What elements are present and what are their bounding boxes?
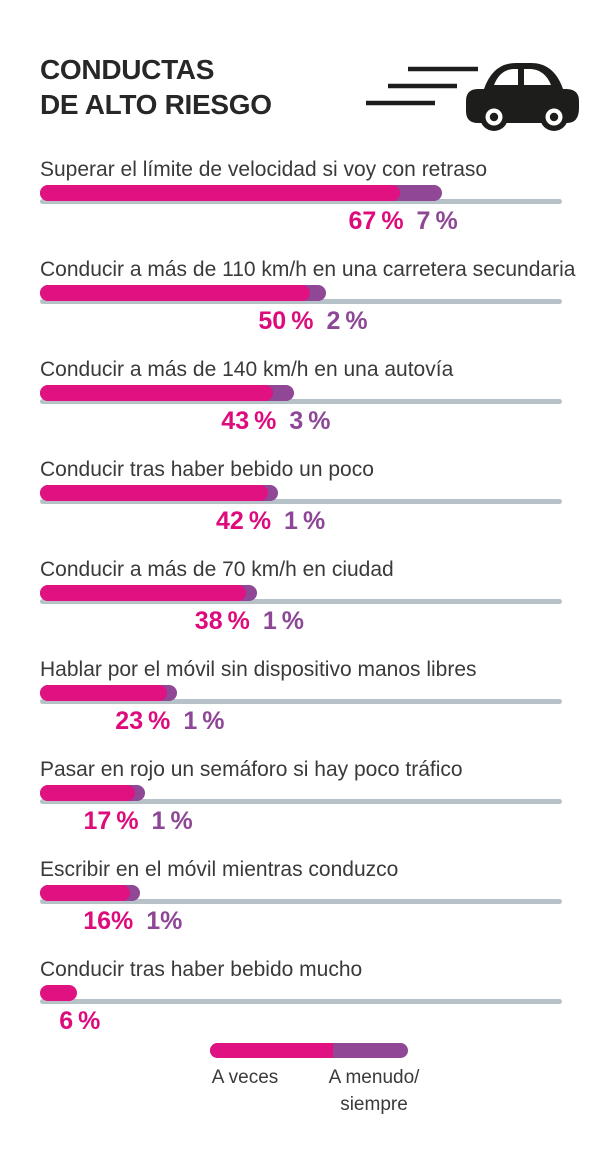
behavior-row: Conducir tras haber bebido mucho 6 % — [40, 955, 600, 1055]
pct-often: 2 % — [326, 307, 368, 335]
pct-often: 1 % — [262, 607, 304, 635]
legend-bar — [210, 1043, 408, 1058]
pct-often: 1 % — [183, 707, 225, 735]
value-labels: 23 % 1 % — [115, 707, 224, 735]
value-labels: 17 % 1 % — [84, 807, 193, 835]
speeding-car-icon — [366, 63, 579, 131]
pct-sometimes: 67 % — [348, 207, 404, 235]
value-labels: 16% 1% — [83, 907, 182, 935]
value-labels: 50 % 2 % — [258, 307, 367, 335]
bar-sometimes — [40, 685, 167, 701]
value-labels: 6 % — [59, 1007, 100, 1035]
legend-label-sometimes: A veces — [211, 1067, 279, 1088]
behavior-label: Superar el límite de velocidad si voy co… — [40, 158, 488, 181]
behavior-label: Hablar por el móvil sin dispositivo mano… — [40, 658, 477, 681]
behavior-label: Conducir a más de 110 km/h en una carret… — [40, 258, 576, 281]
speed-lines — [366, 66, 478, 106]
bar-sometimes — [40, 285, 310, 301]
pct-often: 3 % — [289, 407, 331, 435]
pct-sometimes: 6 % — [59, 1007, 101, 1035]
car-body — [466, 63, 579, 131]
bar-sometimes — [40, 585, 247, 601]
behavior-row: Pasar en rojo un semáforo si hay poco tr… — [40, 755, 600, 855]
bar-sometimes — [40, 785, 136, 801]
bar-track — [40, 699, 562, 704]
behavior-label: Escribir en el móvil mientras conduzco — [40, 858, 399, 881]
behavior-row: Conducir a más de 140 km/h en una autoví… — [40, 355, 600, 455]
behavior-label: Conducir tras haber bebido mucho — [40, 958, 363, 981]
bar-track — [40, 999, 562, 1004]
bar-track — [40, 899, 562, 904]
pct-sometimes: 50 % — [258, 307, 314, 335]
bar-sometimes — [40, 885, 130, 901]
page-title: CONDUCTAS DE ALTO RIESGO — [40, 52, 272, 122]
pct-sometimes: 23 % — [115, 707, 171, 735]
bar-track — [40, 399, 562, 404]
pct-sometimes: 43 % — [221, 407, 277, 435]
title-line-1: CONDUCTAS — [40, 54, 215, 85]
legend-label-often-line-2: siempre — [340, 1094, 408, 1115]
behavior-label: Conducir tras haber bebido un poco — [40, 458, 374, 481]
bar-sometimes — [40, 485, 268, 501]
pct-sometimes: 38 % — [194, 607, 250, 635]
behavior-row: Superar el límite de velocidad si voy co… — [40, 155, 600, 255]
pct-often: 1% — [146, 907, 183, 935]
bar-sometimes — [40, 985, 77, 1001]
title-line-2: DE ALTO RIESGO — [40, 89, 272, 120]
bar-sometimes — [40, 185, 401, 201]
pct-often: 1 % — [284, 507, 326, 535]
behavior-row: Conducir tras haber bebido un poco 42 % 1 … — [40, 455, 600, 555]
bar-track — [40, 499, 562, 504]
bar-track — [40, 199, 562, 204]
behavior-label: Conducir a más de 140 km/h en una autoví… — [40, 358, 454, 381]
bar-track — [40, 599, 562, 604]
behavior-row: Conducir a más de 110 km/h en una carret… — [40, 255, 600, 355]
value-labels: 67 % 7 % — [349, 207, 458, 235]
value-labels: 43 % 3 % — [221, 407, 330, 435]
behavior-row: Conducir a más de 70 km/h en ciudad 38 % 1… — [40, 555, 600, 655]
bar-track — [40, 299, 562, 304]
bar-sometimes — [40, 385, 273, 401]
pct-sometimes: 16% — [83, 907, 134, 935]
legend-swatch-sometimes — [210, 1043, 333, 1058]
pct-often: 1 % — [151, 807, 193, 835]
value-labels: 42 % 1 % — [216, 507, 325, 535]
behavior-label: Pasar en rojo un semáforo si hay poco tr… — [40, 758, 463, 781]
pct-sometimes: 17 % — [83, 807, 139, 835]
pct-often: 7 % — [416, 207, 458, 235]
behavior-row: Hablar por el móvil sin dispositivo mano… — [40, 655, 600, 755]
pct-sometimes: 42 % — [216, 507, 272, 535]
bar-track — [40, 799, 562, 804]
legend-label-often: A menudo/ siempre — [304, 1064, 444, 1118]
value-labels: 38 % 1 % — [195, 607, 304, 635]
behavior-label: Conducir a más de 70 km/h en ciudad — [40, 558, 394, 581]
legend-label-often-line-1: A menudo/ — [328, 1067, 420, 1088]
behavior-row: Escribir en el móvil mientras conduzco 16… — [40, 855, 600, 955]
